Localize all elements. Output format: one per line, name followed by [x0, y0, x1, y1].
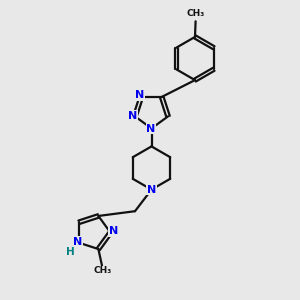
Text: H: H	[66, 247, 75, 257]
Text: N: N	[128, 111, 137, 121]
Text: CH₃: CH₃	[93, 266, 111, 275]
Text: N: N	[135, 90, 144, 100]
Text: N: N	[147, 184, 156, 195]
Text: CH₃: CH₃	[187, 9, 205, 18]
Text: N: N	[109, 226, 118, 236]
Text: N: N	[146, 124, 155, 134]
Text: N: N	[73, 237, 82, 247]
